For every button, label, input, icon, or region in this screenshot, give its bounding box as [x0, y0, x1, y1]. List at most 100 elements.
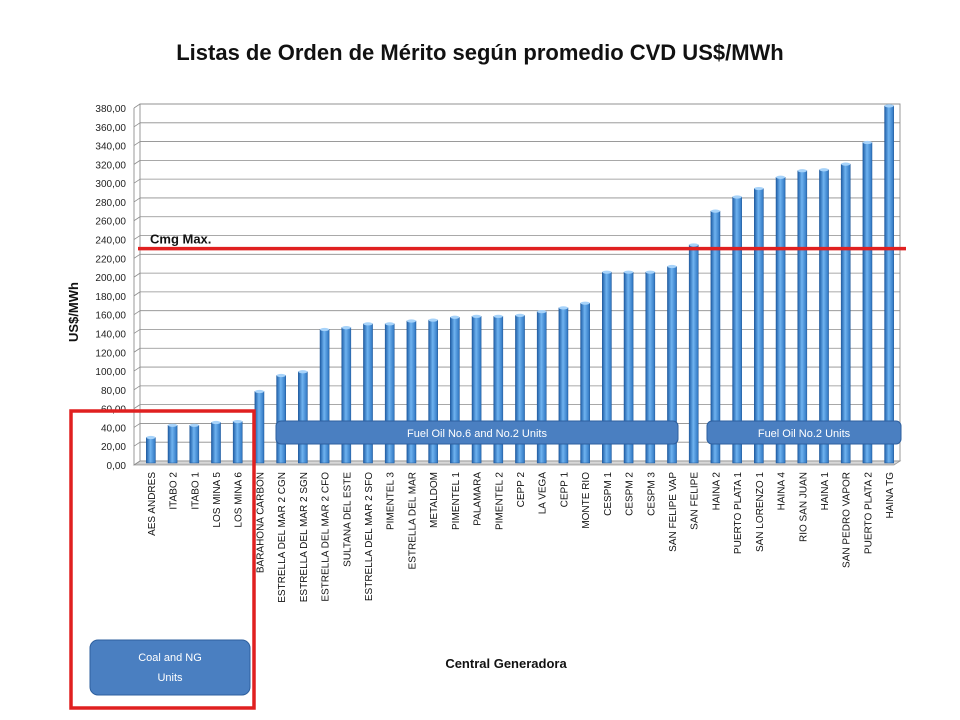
reference-line-label: Cmg Max.: [150, 232, 211, 247]
grid-line-side: [133, 366, 141, 372]
x-tick-label: CESPM 2: [625, 472, 636, 516]
bar-top: [276, 373, 286, 378]
y-axis-ticks: 0,0020,0040,0060,0080,00100,00120,00140,…: [95, 104, 126, 472]
bar: [602, 270, 612, 464]
bar: [384, 322, 395, 464]
bar: [732, 195, 742, 464]
y-tick-label: 100,00: [95, 367, 126, 378]
x-tick-label: PUERTO PLATA 2: [863, 472, 874, 555]
bar-top: [146, 435, 156, 440]
fuel-oil-6-2-label-box: [275, 420, 679, 445]
x-axis-title: Central Generadora: [445, 656, 567, 671]
grid-line-side: [133, 197, 141, 203]
coal-ng-label-box: [89, 639, 251, 696]
bar-top: [472, 314, 482, 318]
x-tick-label: LA VEGA: [538, 472, 549, 515]
y-tick-label: 380,00: [95, 104, 126, 115]
bar-body: [819, 169, 829, 464]
bar-top: [254, 389, 264, 394]
bar-top: [689, 243, 699, 247]
chart-title: Listas de Orden de Mérito según promedio…: [176, 40, 784, 65]
bar-top: [558, 306, 568, 310]
bar: [232, 419, 243, 464]
bar: [515, 313, 525, 464]
y-tick-label: 220,00: [95, 254, 126, 265]
bar-body: [189, 425, 200, 464]
x-tick-label: SAN FELIPE: [690, 472, 701, 530]
grid-line-side: [133, 310, 141, 316]
grid-line-side: [133, 441, 141, 447]
y-tick-label: 280,00: [95, 198, 126, 209]
bars: [146, 104, 894, 464]
bar-top: [537, 310, 547, 314]
bar: [667, 264, 677, 464]
x-tick-label: CESPM 1: [603, 472, 614, 516]
x-tick-label: RIO SAN JUAN: [798, 472, 809, 542]
y-tick-label: 160,00: [95, 311, 126, 322]
x-tick-label: SAN LORENZO 1: [755, 472, 766, 552]
bar: [406, 319, 417, 464]
bar: [775, 175, 786, 464]
x-tick-label: HAINA 1: [820, 472, 831, 511]
coal-ng-highlight-box: [69, 409, 256, 710]
fuel-oil-6-2-label: Fuel Oil No.6 and No.2 Units: [407, 428, 548, 440]
bar-top: [385, 322, 395, 326]
bar-top: [841, 162, 851, 166]
grid-line-side: [133, 141, 141, 146]
bar-body: [775, 177, 786, 464]
bar-top: [450, 315, 460, 319]
bar: [688, 243, 699, 464]
grid-line-side: [133, 160, 141, 165]
bar-body: [146, 437, 156, 464]
bar: [189, 423, 200, 464]
y-tick-label: 360,00: [95, 123, 126, 134]
bar: [493, 314, 504, 464]
x-tick-label: HAINA 2: [711, 472, 722, 511]
bar-top: [624, 270, 634, 274]
y-tick-label: 40,00: [101, 423, 126, 434]
grid-line-side: [133, 404, 141, 409]
bar-body: [797, 170, 808, 464]
x-tick-label: METALDOM: [429, 472, 440, 528]
x-tick-label: ESTRELLA DEL MAR 2 SGN: [299, 472, 310, 602]
bar-body: [167, 425, 178, 464]
y-tick-label: 140,00: [95, 329, 126, 340]
x-tick-label: SAN PEDRO VAPOR: [842, 472, 853, 568]
y-tick-label: 180,00: [95, 292, 126, 303]
bar-top: [645, 270, 655, 274]
y-tick-label: 300,00: [95, 179, 126, 190]
bar-top: [211, 420, 221, 425]
bar: [862, 140, 873, 464]
x-tick-label: PIMENTEL 3: [386, 472, 397, 530]
x-tick-label: CEPP 2: [516, 472, 527, 508]
y-tick-label: 240,00: [95, 236, 126, 247]
bar-body: [276, 375, 286, 464]
y-tick-label: 200,00: [95, 273, 126, 284]
bar: [536, 310, 547, 464]
x-tick-label: AES ANDRES: [147, 472, 158, 536]
grid-line-side: [133, 291, 141, 297]
bar: [341, 325, 352, 464]
bar-top: [710, 209, 720, 213]
annotation-group: Coal and NG Units Fuel Oil No.6 and No.2 U…: [69, 409, 902, 710]
bar: [167, 423, 178, 464]
bar: [298, 370, 308, 464]
bar-top: [776, 175, 786, 179]
bar: [819, 168, 829, 464]
y-tick-label: 340,00: [95, 142, 126, 153]
grid-line-side: [133, 178, 141, 184]
x-tick-label: LOS MINA 5: [212, 472, 223, 528]
bar-top: [233, 419, 243, 424]
bar-top: [406, 319, 416, 323]
y-tick-label: 0,00: [107, 461, 127, 472]
bar-top: [667, 264, 677, 269]
reference-line-group: Cmg Max.: [138, 232, 906, 251]
bar: [254, 389, 265, 464]
x-tick-label: HAINA 4: [777, 472, 788, 511]
bar-body: [688, 244, 699, 464]
bar-top: [580, 301, 590, 305]
grid-line-side: [133, 347, 141, 353]
x-tick-label: ITABO 1: [190, 472, 201, 510]
x-tick-label: PUERTO PLATA 1: [733, 472, 744, 555]
coal-ng-label: Coal and NG Units: [138, 652, 202, 684]
